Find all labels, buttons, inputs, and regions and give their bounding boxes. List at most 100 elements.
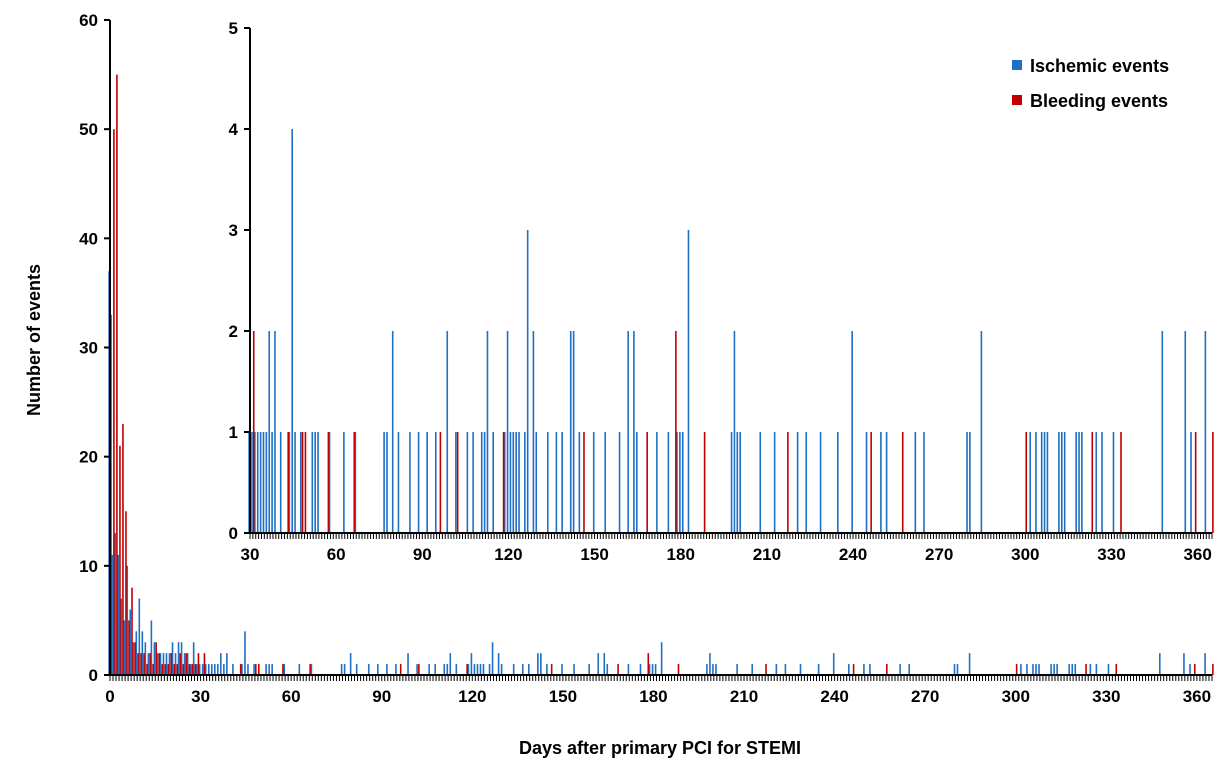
main-x-tick-label: 180: [639, 687, 667, 706]
inset-bar-bleeding: [456, 432, 459, 533]
main-y-tick-label: 20: [79, 448, 98, 467]
main-bar-bleeding: [152, 664, 154, 675]
main-bar-ischemic: [265, 664, 267, 675]
inset-bar-ischemic: [1204, 331, 1207, 533]
main-bar-ischemic: [775, 664, 778, 675]
main-bar-ischemic: [455, 664, 458, 675]
main-bar-ischemic: [1089, 664, 1092, 675]
inset-bar-ischemic: [1081, 432, 1083, 533]
main-bar-bleeding: [140, 653, 142, 675]
main-bar-bleeding: [1015, 664, 1018, 675]
main-bar-ischemic: [395, 664, 397, 675]
inset-bar-ischemic: [681, 432, 684, 533]
main-bar-ischemic: [497, 653, 500, 675]
main-bar-ischemic: [751, 664, 753, 675]
main-bar-ischemic: [832, 653, 835, 675]
main-bar-bleeding: [550, 664, 553, 675]
main-bar-ischemic: [597, 653, 600, 675]
main-bar-ischemic: [141, 631, 144, 675]
inset-bar-ischemic: [633, 331, 635, 533]
main-bar-ischemic: [355, 664, 358, 675]
main-bar-ischemic: [654, 664, 657, 675]
inset-chart-bars: [248, 129, 1214, 533]
main-bar-ischemic: [491, 642, 494, 675]
main-x-tick-label: 30: [191, 687, 210, 706]
inset-bar-ischemic: [446, 331, 449, 533]
main-bar-ischemic: [271, 664, 273, 675]
inset-bar-bleeding: [353, 432, 356, 533]
inset-x-tick-label: 270: [925, 545, 953, 564]
inset-y-tick-label: 1: [229, 423, 238, 442]
inset-bar-ischemic: [294, 432, 296, 533]
main-bar-ischemic: [123, 620, 126, 675]
main-bar-bleeding: [1212, 664, 1214, 675]
inset-bar-bleeding: [646, 432, 648, 533]
main-bar-ischemic: [201, 664, 204, 675]
main-bar-ischemic: [244, 631, 246, 675]
main-bar-ischemic: [449, 653, 452, 675]
main-bar-ischemic: [156, 653, 159, 675]
main-bar-ischemic: [736, 664, 738, 675]
main-bar-ischemic: [639, 664, 642, 675]
inset-bar-ischemic: [1029, 432, 1032, 533]
inset-x-tick-label: 120: [494, 545, 522, 564]
inset-bar-ischemic: [254, 432, 256, 533]
x-axis-title: Days after primary PCI for STEMI: [519, 738, 801, 758]
inset-bar-ischemic: [386, 432, 388, 533]
inset-bar-ischemic: [1184, 331, 1187, 533]
main-bar-bleeding: [1115, 664, 1118, 675]
inset-x-tick-label: 210: [753, 545, 781, 564]
inset-bar-ischemic: [733, 331, 736, 533]
main-bar-bleeding: [182, 664, 185, 675]
inset-bar-ischemic: [262, 432, 265, 533]
main-bar-ischemic: [120, 598, 122, 675]
inset-bar-ischemic: [914, 432, 917, 533]
main-bar-ischemic: [349, 653, 352, 675]
main-bar-ischemic: [709, 653, 711, 675]
main-y-tick-label: 50: [79, 120, 98, 139]
inset-y-tick-label: 3: [229, 221, 238, 240]
inset-bar-ischemic: [291, 129, 293, 533]
inset-bar-ischemic: [885, 432, 888, 533]
main-bar-ischemic: [899, 664, 901, 675]
legend-swatch-ischemic: [1012, 60, 1022, 70]
main-y-tick-label: 0: [89, 666, 98, 685]
main-bar-ischemic: [521, 664, 524, 675]
main-bar-bleeding: [197, 653, 200, 675]
inset-bar-ischemic: [923, 432, 925, 533]
inset-bar-bleeding: [287, 432, 290, 533]
main-bar-bleeding: [143, 653, 145, 675]
main-bar-ischemic: [443, 664, 446, 675]
inset-bar-ischemic: [455, 432, 457, 533]
main-bar-bleeding: [886, 664, 888, 675]
inset-bar-ischemic: [526, 230, 529, 533]
main-bar-ischemic: [537, 653, 539, 675]
inset-bar-ischemic: [383, 432, 385, 533]
inset-bar-ischemic: [391, 331, 394, 533]
inset-bar-ischemic: [354, 432, 357, 533]
inset-bar-ischemic: [592, 432, 595, 533]
main-bar-bleeding: [765, 664, 767, 675]
main-y-tick-label: 30: [79, 339, 98, 358]
main-bar-ischemic: [715, 664, 717, 675]
main-bar-ischemic: [171, 642, 174, 675]
inset-x-tick-label: 330: [1097, 545, 1125, 564]
main-bar-ischemic: [416, 664, 418, 675]
main-bar-bleeding: [176, 664, 179, 675]
main-bar-ischemic: [204, 664, 207, 675]
inset-bar-bleeding: [1212, 432, 1214, 533]
inset-bar-ischemic: [535, 432, 538, 533]
inset-y-tick-label: 2: [229, 322, 238, 341]
main-bar-ischemic: [500, 664, 503, 675]
inset-y-tick-label: 4: [229, 120, 239, 139]
inset-bar-bleeding: [583, 432, 585, 533]
inset-bar-ischemic: [730, 432, 733, 533]
main-bar-bleeding: [239, 664, 242, 675]
main-bar-ischemic: [268, 664, 270, 675]
inset-bar-bleeding: [301, 432, 304, 533]
main-bar-ischemic: [144, 642, 147, 675]
main-bar-bleeding: [119, 445, 121, 675]
main-bar-ischemic: [150, 620, 153, 675]
main-bar-bleeding: [185, 653, 188, 675]
